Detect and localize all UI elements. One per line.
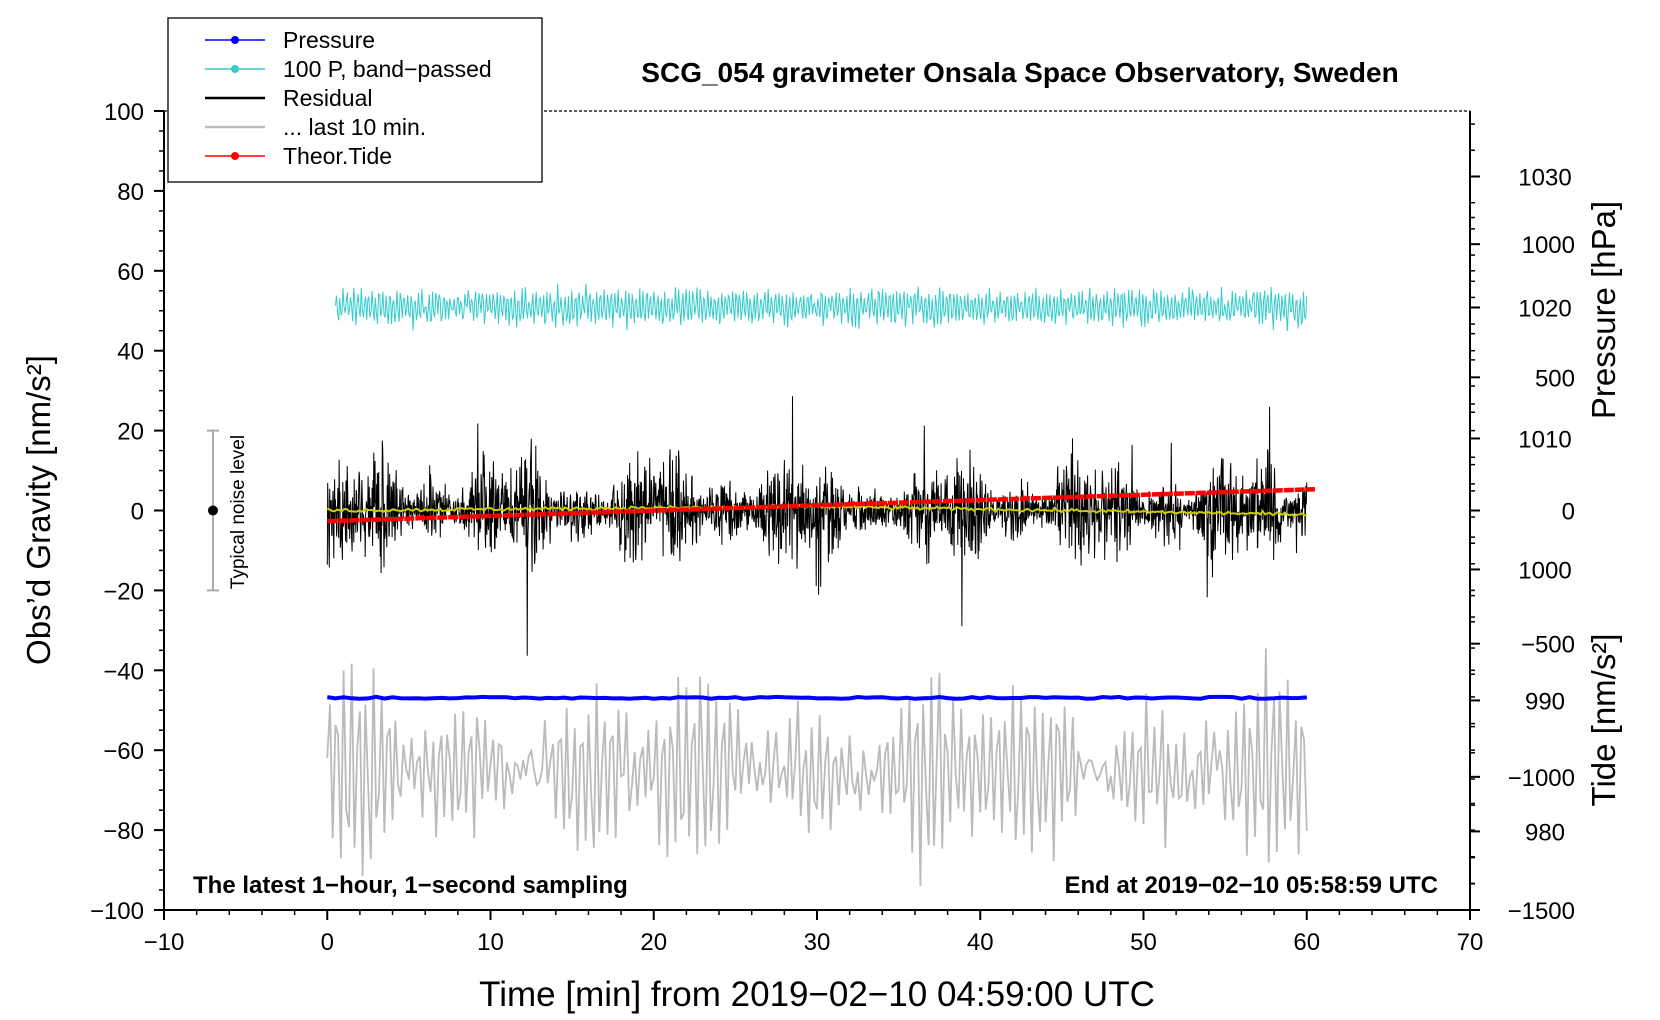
x-tick-label: 40 — [967, 929, 994, 956]
noise-bar-center — [207, 505, 218, 516]
y-tick-label: 40 — [117, 339, 144, 366]
annotation-sampling: The latest 1−hour, 1−second sampling — [193, 872, 628, 899]
tide-tick-label: −1000 — [1508, 765, 1575, 792]
x-tick-label: −10 — [144, 929, 185, 956]
axis-ticks: −10 0 10 20 30 40 50 60 70−100−80−60−40−20020406… — [90, 99, 1575, 956]
pressure-tick-label: 990 — [1525, 688, 1565, 715]
legend-marker — [231, 36, 239, 44]
y-tick-label: −100 — [90, 898, 144, 925]
pressure-tick-label: 1000 — [1518, 557, 1571, 584]
y-tick-label: 0 — [131, 499, 144, 526]
x-tick-label: 30 — [804, 929, 831, 956]
y-tick-label: 80 — [117, 179, 144, 206]
y-tick-label: 60 — [117, 259, 144, 286]
x-tick-label: 70 — [1457, 929, 1484, 956]
tide-tick-label: −500 — [1521, 632, 1575, 659]
y-tick-label: 20 — [117, 419, 144, 446]
annotation-end-time: End at 2019−02−10 05:58:59 UTC — [1064, 872, 1438, 899]
pressure-axis-label: Pressure [hPa] — [1585, 201, 1622, 419]
pressure-tick-label: 1020 — [1518, 295, 1571, 322]
y-tick-label: −20 — [103, 578, 144, 605]
series-last-10-min — [326, 648, 1308, 886]
legend: Pressure 100 P, band−passed Residual ... la… — [167, 17, 543, 183]
pressure-tick-label: 1010 — [1518, 426, 1571, 453]
noise-bar-label: Typical noise level — [228, 435, 249, 589]
x-tick-label: 60 — [1293, 929, 1320, 956]
legend-label: Pressure — [283, 27, 375, 53]
legend-label: ... last 10 min. — [283, 114, 426, 140]
x-tick-label: 50 — [1130, 929, 1157, 956]
y-axis-label: Obs’d Gravity [nm/s²] — [20, 355, 57, 665]
legend-box — [167, 17, 543, 183]
series-layer — [206, 283, 1315, 886]
y-tick-label: −40 — [103, 658, 144, 685]
pressure-tick-label: 1030 — [1518, 164, 1571, 191]
tide-tick-label: 500 — [1535, 365, 1575, 392]
legend-label: Theor.Tide — [283, 143, 392, 169]
tide-axis-label: Tide [nm/s²] — [1585, 634, 1622, 807]
x-axis-label: Time [min] from 2019−02−10 04:59:00 UTC — [479, 975, 1155, 1014]
series-pressure — [327, 694, 1307, 701]
y-tick-label: −60 — [103, 738, 144, 765]
y-tick-label: 100 — [104, 99, 144, 126]
chart-title: SCG_054 gravimeter Onsala Space Observat… — [641, 57, 1398, 88]
legend-marker — [231, 65, 239, 73]
series-residual — [326, 396, 1308, 656]
pressure-tick-label: 980 — [1525, 819, 1565, 846]
series-pressure-band-passed — [334, 283, 1308, 332]
y-tick-label: −80 — [103, 818, 144, 845]
x-tick-label: 10 — [477, 929, 504, 956]
tide-tick-label: 0 — [1562, 499, 1575, 526]
x-tick-label: 20 — [640, 929, 667, 956]
series-theor-tide — [327, 486, 1315, 524]
legend-label: Residual — [283, 85, 373, 111]
x-tick-label: 0 — [321, 929, 334, 956]
tide-tick-label: 1000 — [1522, 232, 1575, 259]
tide-tick-label: −1500 — [1508, 898, 1575, 925]
legend-label: 100 P, band−passed — [283, 56, 492, 82]
legend-marker — [231, 152, 239, 160]
